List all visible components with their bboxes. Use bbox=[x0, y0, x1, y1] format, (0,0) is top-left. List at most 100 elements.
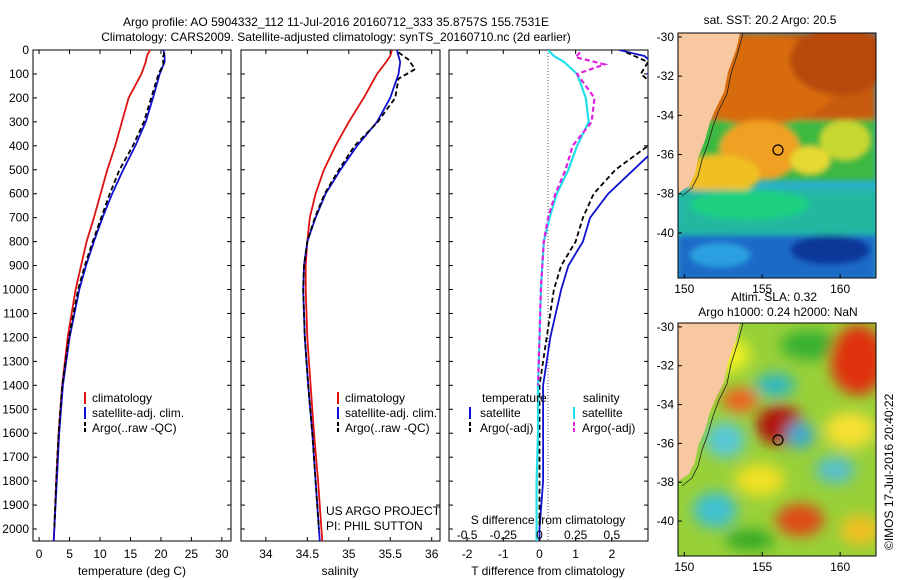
depth-tick-label: 1600 bbox=[2, 426, 29, 440]
top-x-tick-label: -0.25 bbox=[490, 528, 518, 542]
legend-climatology-label: climatology bbox=[345, 391, 405, 405]
float-position-marker bbox=[772, 434, 784, 446]
figure-title-line2: Climatology: CARS2009. Satellite-adjuste… bbox=[101, 30, 571, 44]
depth-tick-label: 1200 bbox=[2, 330, 29, 344]
map-lon-label: 160 bbox=[830, 560, 850, 574]
series-satellite bbox=[52, 50, 166, 541]
depth-tick-label: 1000 bbox=[2, 283, 29, 297]
depth-tick-label: 1900 bbox=[2, 498, 29, 512]
legend-s-satellite-label: satellite bbox=[582, 406, 623, 420]
depth-tick-label: 1100 bbox=[3, 306, 29, 320]
depth-tick-label: 500 bbox=[9, 163, 29, 177]
top-x-tick-label: 0.25 bbox=[564, 528, 588, 542]
x-tick-label: 5 bbox=[66, 547, 73, 561]
sla-map-title-line2: Argo h1000: 0.24 h2000: NaN bbox=[698, 305, 857, 319]
depth-tick-label: 1400 bbox=[2, 378, 29, 392]
top-x-tick-label: -0.5 bbox=[457, 528, 478, 542]
series-argo bbox=[53, 52, 166, 530]
map-lat-label: -38 bbox=[657, 187, 675, 201]
difference-top-xlabel: S difference from climatology bbox=[471, 513, 626, 527]
map-lat-label: -36 bbox=[657, 148, 675, 162]
depth-tick-label: 400 bbox=[9, 139, 29, 153]
map-lat-label: -32 bbox=[657, 359, 675, 373]
map-lat-label: -34 bbox=[657, 108, 675, 122]
depth-tick-label: 900 bbox=[9, 259, 29, 273]
x-tick-label: 35.5 bbox=[379, 547, 403, 561]
map-lat-label: -30 bbox=[657, 30, 675, 44]
salinity-legend: climatology satellite-adj. clim. Argo(..… bbox=[337, 391, 437, 435]
depth-tick-label: 2000 bbox=[2, 522, 29, 536]
sla-map bbox=[678, 323, 876, 556]
depth-axis: 0 100 200 300 400 500 600 700 800 900 1000 1100 1200… bbox=[2, 43, 648, 536]
map-lat-label: -40 bbox=[657, 514, 675, 528]
series-s-argo bbox=[536, 51, 609, 386]
depth-tick-label: 0 bbox=[22, 43, 29, 57]
figure-title-line1: Argo profile: AO 5904332_112 11-Jul-2016… bbox=[123, 15, 549, 29]
x-tick-label: 15 bbox=[124, 547, 138, 561]
sla-map-title-line1: Altim. SLA: 0.32 bbox=[731, 290, 817, 304]
series-s-satellite bbox=[535, 50, 590, 541]
x-tick-label: 2 bbox=[608, 547, 615, 561]
difference-x-axis: -2 -1 0 1 2 -0.5 -0.25 0 0.25 0.5 bbox=[457, 50, 620, 561]
x-tick-label: -1 bbox=[498, 547, 509, 561]
x-tick-label: 25 bbox=[185, 547, 199, 561]
map-lat-label: -30 bbox=[657, 320, 675, 334]
depth-tick-label: 1800 bbox=[2, 474, 29, 488]
map-lon-label: 150 bbox=[674, 282, 694, 296]
depth-tick-label: 200 bbox=[9, 91, 29, 105]
temperature-x-axis: 0 5 10 15 20 25 30 bbox=[36, 50, 229, 561]
pi-annotation: PI: PHIL SUTTON bbox=[326, 519, 423, 533]
land-mask bbox=[678, 323, 740, 482]
difference-series-group bbox=[535, 50, 648, 541]
depth-tick-label: 1700 bbox=[2, 450, 29, 464]
legend-argo-label: Argo(..raw -QC) bbox=[345, 421, 430, 435]
depth-tick-label: 700 bbox=[9, 211, 29, 225]
legend-satellite-label: satellite-adj. clim. bbox=[92, 406, 184, 420]
x-tick-label: 35 bbox=[342, 547, 356, 561]
imos-watermark: ©IMOS 17-Jul-2016 20:40:22 bbox=[882, 393, 896, 550]
sla-map-frame bbox=[677, 322, 877, 557]
map-lon-label: 160 bbox=[830, 282, 850, 296]
x-tick-label: 36 bbox=[425, 547, 439, 561]
map-lon-label: 155 bbox=[752, 560, 772, 574]
legend-argo-label: Argo(..raw -QC) bbox=[92, 421, 177, 435]
float-position-marker bbox=[772, 144, 784, 156]
series-t-satellite bbox=[538, 50, 648, 541]
top-x-tick-label: 0.5 bbox=[603, 528, 620, 542]
series-climatology bbox=[304, 50, 393, 541]
x-tick-label: -2 bbox=[462, 547, 473, 561]
x-tick-label: 0 bbox=[36, 547, 43, 561]
salinity-xlabel: salinity bbox=[322, 564, 359, 578]
depth-tick-label: 1500 bbox=[2, 402, 29, 416]
map-lat-label: -34 bbox=[657, 398, 675, 412]
legend-s-argo-label: Argo(-adj) bbox=[582, 421, 635, 435]
legend-salinity-title: salinity bbox=[583, 391, 620, 405]
map-lat-label: -32 bbox=[657, 69, 675, 83]
map-lon-label: 155 bbox=[752, 282, 772, 296]
depth-tick-label: 100 bbox=[9, 67, 29, 81]
legend-climatology-label: climatology bbox=[92, 391, 152, 405]
map-lat-label: -40 bbox=[657, 226, 675, 240]
series-climatology bbox=[52, 50, 151, 541]
x-tick-label: 1 bbox=[572, 547, 579, 561]
isobath-contour bbox=[681, 33, 744, 197]
series-t-argo bbox=[538, 51, 648, 529]
difference-xlabel: T difference from climatology bbox=[471, 564, 625, 578]
temperature-plot-frame bbox=[32, 49, 232, 542]
map-lon-label: 150 bbox=[674, 560, 694, 574]
depth-tick-label: 1300 bbox=[2, 354, 29, 368]
top-x-tick-label: 0 bbox=[536, 528, 543, 542]
sla-map-axes: -30 -32 -34 -36 -38 -40 150 155 160 bbox=[657, 320, 851, 574]
map-lat-label: -38 bbox=[657, 475, 675, 489]
land-mask bbox=[678, 33, 740, 194]
x-tick-label: 34 bbox=[259, 547, 273, 561]
project-annotation: US ARGO PROJECT bbox=[326, 504, 441, 518]
series-argo bbox=[302, 51, 417, 530]
legend-satellite-label: satellite-adj. clim. bbox=[345, 406, 437, 420]
legend-temperature-title: temperature bbox=[482, 391, 547, 405]
x-tick-label: 20 bbox=[154, 547, 168, 561]
salinity-series-group bbox=[302, 50, 417, 541]
sst-map-frame bbox=[677, 32, 877, 279]
depth-tick-label: 300 bbox=[9, 115, 29, 129]
